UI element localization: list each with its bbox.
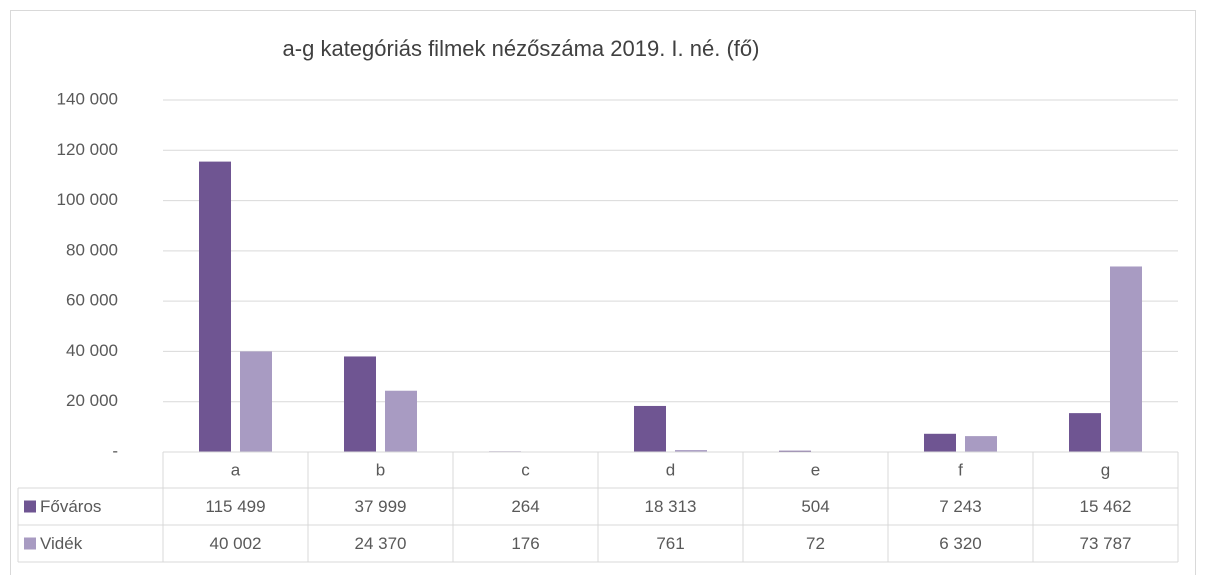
y-tick-label: 100 000 (57, 190, 118, 209)
y-tick-label: - (112, 441, 118, 460)
x-tick-label: d (666, 460, 675, 479)
bar (385, 391, 417, 452)
table-value: 73 787 (1080, 534, 1132, 553)
bar (344, 356, 376, 452)
table-value: 264 (511, 497, 539, 516)
y-tick-label: 40 000 (66, 341, 118, 360)
table-value: 37 999 (355, 497, 407, 516)
x-tick-label: c (521, 460, 530, 479)
chart-title: a-g kategóriás filmek nézőszáma 2019. I.… (283, 36, 760, 61)
y-tick-label: 120 000 (57, 140, 118, 159)
table-value: 72 (806, 534, 825, 553)
legend-swatch (24, 538, 36, 550)
x-tick-label: f (958, 460, 963, 479)
table-value: 6 320 (939, 534, 982, 553)
table-value: 24 370 (355, 534, 407, 553)
table-value: 504 (801, 497, 829, 516)
table-value: 176 (511, 534, 539, 553)
table-value: 40 002 (210, 534, 262, 553)
legend-label: Főváros (40, 497, 101, 516)
table-value: 18 313 (645, 497, 697, 516)
x-tick-label: b (376, 460, 385, 479)
y-tick-label: 80 000 (66, 240, 118, 259)
table-value: 761 (656, 534, 684, 553)
x-tick-label: g (1101, 460, 1110, 479)
chart-frame (11, 11, 1196, 576)
x-tick-label: e (811, 460, 820, 479)
x-tick-label: a (231, 460, 241, 479)
bar (1110, 266, 1142, 452)
bar (1069, 413, 1101, 452)
bar (199, 162, 231, 452)
bar (240, 351, 272, 452)
y-tick-label: 20 000 (66, 391, 118, 410)
bar (965, 436, 997, 452)
legend-label: Vidék (40, 534, 83, 553)
legend-swatch (24, 501, 36, 513)
table-value: 115 499 (205, 497, 265, 516)
y-tick-label: 60 000 (66, 291, 118, 310)
table-value: 7 243 (939, 497, 982, 516)
y-tick-label: 140 000 (57, 89, 118, 108)
bar (924, 434, 956, 452)
table-value: 15 462 (1080, 497, 1132, 516)
bar (634, 406, 666, 452)
